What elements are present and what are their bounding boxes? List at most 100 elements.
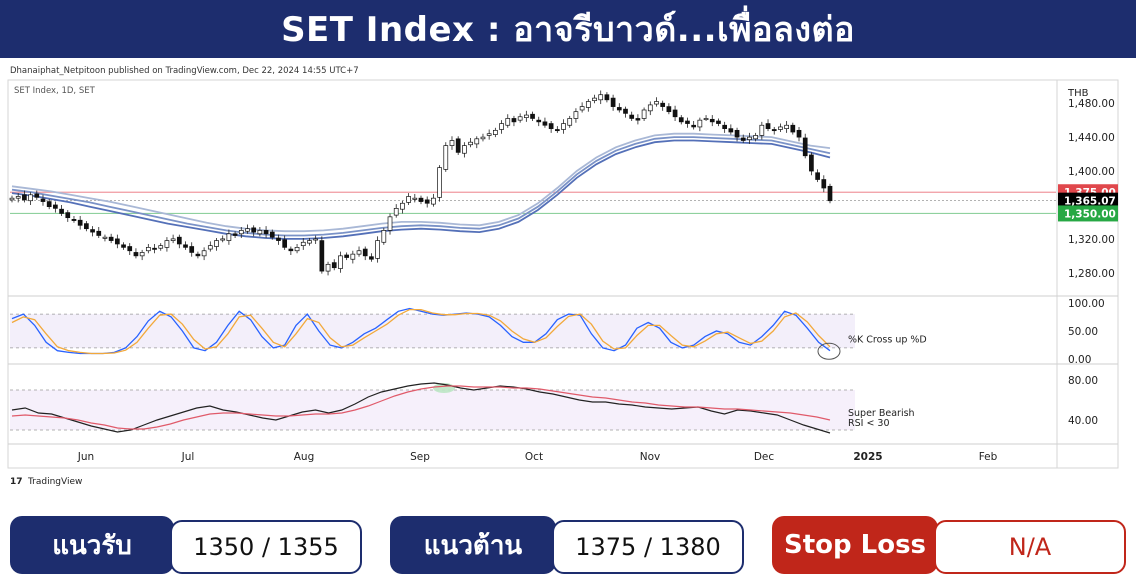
- x-tick-label: Oct: [525, 451, 543, 463]
- candle-body: [40, 198, 46, 202]
- price-tick-label: 1,440.00: [1068, 132, 1115, 144]
- stoch-annotation: %K Cross up %D: [848, 334, 927, 345]
- candle-body: [790, 124, 796, 133]
- candle-body: [189, 246, 195, 253]
- candle-body: [319, 240, 325, 272]
- candle-body: [486, 133, 492, 136]
- candle-body: [703, 118, 709, 121]
- chart-area: Dhanaiphat_Netpitoon published on Tradin…: [0, 58, 1136, 500]
- rsi-annotation-line2: RSI < 30: [848, 418, 890, 429]
- candle-body: [660, 102, 666, 107]
- candle-body: [468, 141, 473, 146]
- candle-body: [474, 138, 480, 145]
- rsi-annotation-line1: Super Bearish: [848, 408, 915, 419]
- ema-band-3: [11, 139, 831, 240]
- candle-body: [195, 253, 201, 257]
- stoch-tick-label: 50.00: [1068, 326, 1098, 338]
- candle-body: [530, 113, 535, 119]
- candle-body: [462, 145, 467, 154]
- currency-label: THB: [1067, 88, 1089, 99]
- chart-frame: [7, 79, 1119, 469]
- candle-body: [592, 97, 597, 102]
- candle-body: [276, 237, 281, 241]
- tradingview-watermark: TradingView: [27, 477, 82, 487]
- candle-body: [331, 262, 337, 269]
- candle-body: [443, 145, 449, 170]
- candle-body: [152, 247, 157, 250]
- candle-body: [84, 223, 89, 230]
- ema-band-2: [11, 136, 831, 237]
- candle-body: [548, 123, 554, 129]
- chart-svg: Dhanaiphat_Netpitoon published on Tradin…: [7, 66, 1119, 487]
- candle-body: [96, 230, 102, 236]
- price-tick-label: 1,320.00: [1068, 234, 1115, 246]
- cross-highlight-circle: [817, 342, 841, 360]
- candle-body: [232, 233, 238, 236]
- candle-body: [536, 119, 542, 123]
- candle-body: [170, 238, 176, 241]
- candle-body: [263, 230, 269, 235]
- candle-body: [759, 124, 765, 136]
- candle-body: [809, 154, 814, 172]
- rsi-band: [10, 390, 855, 430]
- candle-body: [269, 231, 275, 238]
- candle-body: [641, 109, 647, 119]
- candle-body: [511, 118, 517, 123]
- candle-body: [579, 106, 585, 111]
- candle-body: [431, 197, 436, 205]
- candle-body: [827, 185, 833, 202]
- candle-body: [418, 197, 424, 202]
- candle-body: [139, 252, 145, 257]
- candle-body: [412, 197, 418, 200]
- candle-body: [616, 107, 622, 111]
- candle-body: [499, 123, 504, 130]
- candle-body: [647, 104, 653, 112]
- candle-body: [375, 240, 380, 259]
- stoch-tick-label: 100.00: [1068, 298, 1105, 310]
- publisher-note: Dhanaiphat_Netpitoon published on Tradin…: [10, 66, 359, 76]
- candle-body: [114, 238, 120, 245]
- candle-body: [176, 236, 182, 245]
- support-value: 1350 / 1355: [170, 520, 362, 574]
- candle-body: [480, 136, 486, 140]
- candle-body: [65, 212, 71, 219]
- stoch-d-line: [11, 308, 831, 355]
- rsi-ma-line: [11, 385, 831, 430]
- candle-body: [523, 114, 529, 118]
- candle-body: [350, 253, 356, 260]
- candle-body: [15, 196, 21, 199]
- candle-body: [802, 137, 808, 157]
- candle-body: [424, 199, 430, 204]
- resistance-tag: แนวต้าน: [390, 516, 556, 574]
- candle-body: [685, 120, 690, 124]
- candle-body: [666, 106, 672, 113]
- candle-body: [604, 94, 610, 101]
- candle-body: [747, 136, 752, 141]
- page-title: SET Index : อาจรีบาวด์...เพื่อลงต่อ: [0, 0, 1136, 58]
- candle-body: [455, 138, 461, 153]
- candle-body: [505, 118, 511, 126]
- candle-body: [493, 129, 498, 135]
- candle-body: [697, 119, 703, 128]
- candle-body: [102, 236, 108, 239]
- candle-body: [77, 219, 83, 226]
- stoch-band: [10, 314, 855, 348]
- candle-body: [71, 219, 77, 221]
- candle-body: [145, 247, 151, 252]
- candle-body: [573, 111, 579, 119]
- price-tick-label: 1,400.00: [1068, 166, 1115, 178]
- candle-body: [561, 123, 566, 130]
- candle-body: [108, 236, 114, 241]
- candle-body: [338, 255, 343, 269]
- stoch-tick-label: 0.00: [1068, 354, 1091, 366]
- candle-body: [356, 250, 362, 255]
- candle-body: [778, 126, 783, 130]
- candle-body: [325, 263, 331, 272]
- candle-body: [815, 172, 820, 180]
- candle-body: [34, 193, 40, 198]
- price-label-box: [1058, 192, 1118, 209]
- candle-body: [610, 97, 616, 107]
- candle-body: [59, 208, 64, 214]
- price-label: 1,350.00: [1064, 208, 1116, 220]
- stoch-k-line: [11, 307, 831, 355]
